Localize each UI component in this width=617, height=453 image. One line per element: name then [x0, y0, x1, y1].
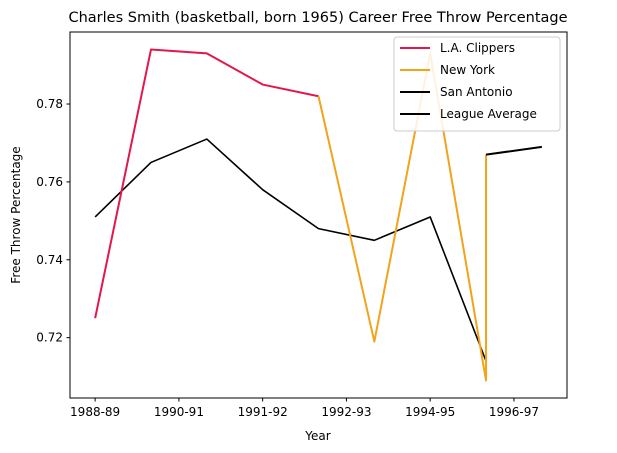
x-axis-label: Year	[304, 429, 330, 443]
y-axis: 0.72 0.74 0.76 0.78	[36, 97, 70, 345]
series-line-league-average	[94, 138, 487, 362]
y-tick-label: 0.76	[36, 175, 63, 189]
series-line-san-antonio	[485, 145, 543, 156]
chart-title: Charles Smith (basketball, born 1965) Ca…	[68, 10, 567, 26]
y-tick-label: 0.72	[36, 331, 63, 345]
legend-label: L.A. Clippers	[440, 41, 515, 55]
x-tick-label: 1990-91	[154, 405, 204, 419]
x-axis: 1988-89 1990-91 1991-92 1992-93 1994-95 1996-…	[70, 398, 539, 419]
x-tick-label: 1996-97	[489, 405, 539, 419]
series-line-l-a-clippers	[94, 48, 319, 319]
legend-box	[393, 36, 561, 132]
y-tick-label: 0.74	[36, 253, 63, 267]
x-tick-label: 1988-89	[70, 405, 120, 419]
legend-label: New York	[440, 63, 495, 77]
legend-label: San Antonio	[440, 85, 513, 99]
x-tick-label: 1992-93	[321, 405, 371, 419]
legend: L.A. Clippers New York San Antonio League A…	[393, 36, 561, 132]
x-tick-label: 1994-95	[405, 405, 455, 419]
legend-label: League Average	[440, 107, 537, 121]
y-tick-label: 0.78	[36, 97, 63, 111]
x-tick-label: 1991-92	[238, 405, 288, 419]
y-axis-label: Free Throw Percentage	[9, 146, 23, 283]
